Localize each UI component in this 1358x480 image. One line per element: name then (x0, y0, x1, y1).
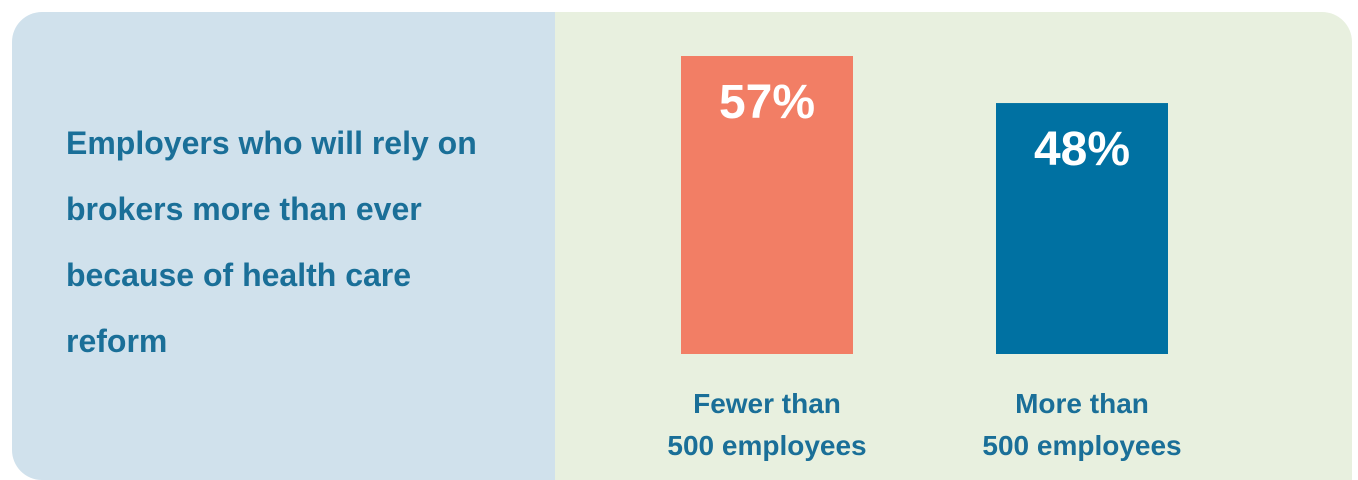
category-label-2-line-2: 500 employees (982, 430, 1181, 461)
bar-value-label-1: 57% (719, 76, 815, 129)
chart-panel: 57% Fewer than 500 employees 48% More than 50… (555, 12, 1352, 480)
category-label-1-line-2: 500 employees (667, 430, 866, 461)
bar-chart: 57% Fewer than 500 employees 48% More than 50… (667, 56, 1182, 461)
bar-value-label-2: 48% (1034, 123, 1130, 176)
bar-2 (996, 103, 1168, 354)
category-label-2-line-1: More than (1015, 388, 1149, 419)
chart-title: Employers who will rely on brokers more … (66, 125, 477, 359)
title-panel: Employers who will rely on brokers more … (12, 12, 555, 480)
bar-1 (681, 56, 853, 354)
category-label-1-line-1: Fewer than (693, 388, 841, 419)
infographic-card: Employers who will rely on brokers more … (12, 12, 1352, 480)
